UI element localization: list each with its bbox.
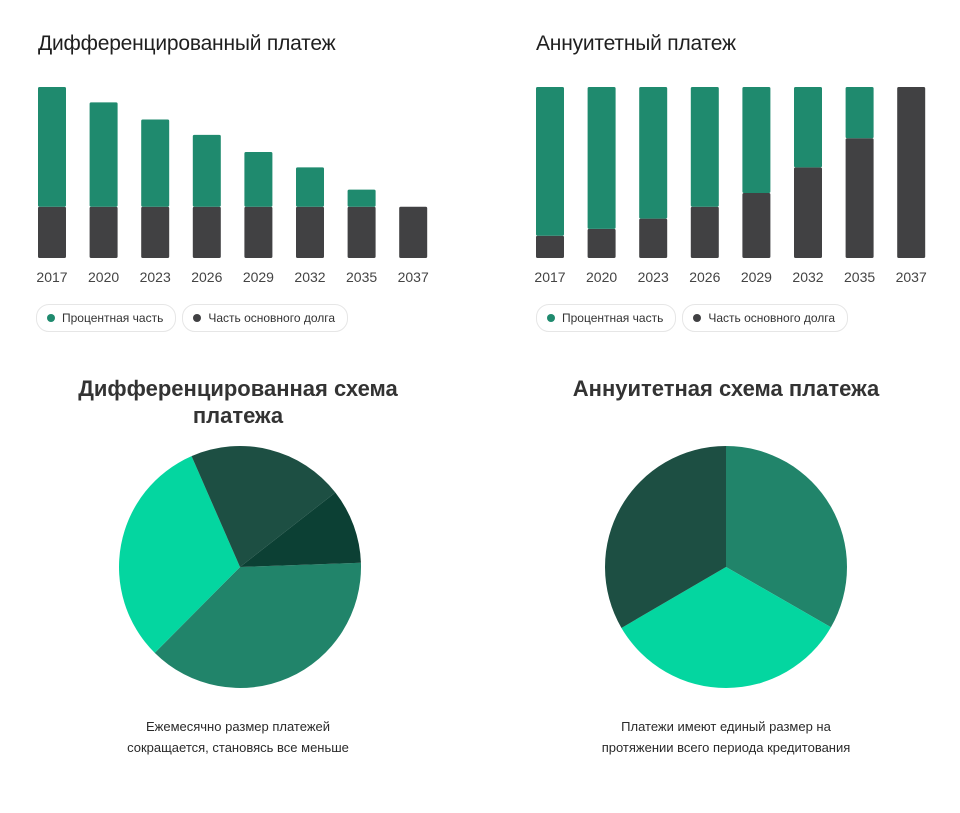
legend-item-interest[interactable]: Процентная часть: [36, 304, 177, 332]
pie-title-annuity: Аннуитетная схема платежа: [572, 376, 880, 401]
bar-principal: [192, 206, 221, 258]
x-tick-label: 2035: [844, 269, 875, 285]
x-tick-label: 2023: [638, 269, 669, 285]
bar-principal: [639, 218, 668, 258]
legend-differentiated: Процентная часть Часть основного долга: [36, 304, 349, 332]
bar-interest: [794, 87, 822, 168]
interest-dot-icon: [47, 314, 55, 322]
bar-principal: [244, 206, 273, 258]
x-tick-label: 2035: [346, 269, 377, 285]
principal-dot-icon: [193, 314, 202, 322]
bar-principal: [141, 206, 170, 258]
bar-interest: [536, 87, 564, 236]
bar-principal: [399, 206, 428, 258]
legend-principal-label: Часть основного долга: [208, 311, 336, 325]
caption-line: протяжении всего периода кредитования: [601, 740, 851, 755]
legend-item-interest[interactable]: Процентная часть: [536, 304, 677, 332]
legend-principal-label: Часть основного долга: [708, 311, 836, 325]
bar-interest: [296, 167, 324, 207]
bar-interest: [244, 151, 273, 207]
x-tick-label: 2026: [689, 269, 720, 285]
caption-line: Ежемесячно размер платежей: [145, 719, 331, 734]
chart-title-differentiated: Дифференцированный платеж: [38, 32, 336, 55]
bar-principal: [536, 235, 564, 258]
bar-interest: [38, 87, 66, 207]
caption-line: сокращается, становясь все меньше: [127, 740, 349, 755]
legend-item-principal[interactable]: Часть основного долга: [182, 304, 349, 332]
x-tick-label: 2029: [741, 269, 772, 285]
bar-interest: [192, 134, 221, 207]
pie-slice: [726, 446, 847, 628]
bar-principal: [742, 193, 771, 258]
bar-principal: [38, 206, 66, 258]
principal-dot-icon: [693, 314, 702, 322]
bar-interest: [690, 87, 719, 207]
pie-slice: [191, 446, 336, 567]
x-tick-label: 2032: [294, 269, 325, 285]
bar-principal: [89, 206, 118, 258]
bar-charts: 2017 2020 2023 2026 2029 2032 2035 2037 2017 2020…: [36, 87, 927, 285]
bar-interest: [639, 87, 668, 219]
bar-interest: [845, 87, 874, 139]
bar-interest: [347, 189, 376, 207]
bar-principal: [347, 206, 376, 258]
x-tick-label: 2020: [88, 269, 119, 285]
x-tick-label: 2020: [586, 269, 617, 285]
legend-interest-label: Процентная часть: [62, 311, 164, 325]
legend-item-principal[interactable]: Часть основного долга: [682, 304, 849, 332]
caption-line: Платежи имеют единый размер на: [621, 719, 831, 734]
chart-title-annuity: Аннуитетный платеж: [536, 32, 736, 55]
x-tick-label: 2037: [398, 269, 429, 285]
caption-annuity: Платежи имеют единый размер на протяжени…: [546, 716, 906, 758]
interest-dot-icon: [547, 314, 555, 322]
pie-slice: [119, 456, 240, 653]
bar-principal: [845, 138, 874, 258]
bar-interest: [89, 102, 118, 207]
caption-differentiated: Ежемесячно размер платежей сокращается, …: [58, 716, 418, 758]
pie-slice: [240, 492, 361, 567]
x-tick-label: 2029: [243, 269, 274, 285]
pie-charts: [119, 446, 847, 688]
bar-principal: [794, 167, 822, 258]
x-tick-label: 2026: [191, 269, 222, 285]
bar-principal: [897, 87, 926, 258]
bar-interest: [742, 87, 771, 194]
pie-slice: [154, 562, 362, 688]
bar-principal: [690, 206, 719, 258]
pie-title-differentiated: Дифференцированная схема платежа: [78, 376, 398, 428]
x-tick-label: 2017: [534, 269, 565, 285]
pie-slice: [621, 567, 831, 688]
pie-slice: [605, 446, 726, 628]
bar-principal: [587, 228, 616, 258]
legend-interest-label: Процентная часть: [562, 311, 664, 325]
bar-interest: [141, 119, 170, 207]
x-tick-label: 2037: [896, 269, 927, 285]
bar-interest: [587, 87, 616, 229]
x-tick-label: 2017: [36, 269, 67, 285]
x-tick-label: 2023: [140, 269, 171, 285]
legend-annuity: Процентная часть Часть основного долга: [536, 304, 849, 332]
bar-principal: [296, 206, 324, 258]
x-tick-label: 2032: [792, 269, 823, 285]
